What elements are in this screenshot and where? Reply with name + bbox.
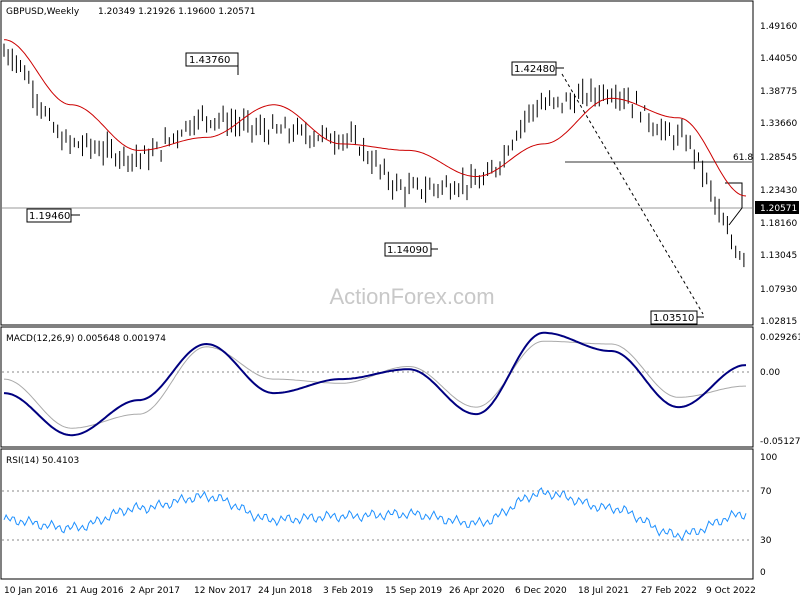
rsi-lines bbox=[3, 487, 747, 542]
price-tick-label: 1.18160 bbox=[760, 219, 797, 229]
annotation-1-42480: 1.42480 bbox=[511, 61, 564, 76]
rsi-tick-label: 100 bbox=[760, 453, 777, 463]
macd-lines bbox=[3, 331, 747, 437]
macd-main-line bbox=[3, 331, 747, 437]
x-tick-label: 21 Aug 2016 bbox=[66, 586, 124, 596]
price-tick-label: 1.33660 bbox=[760, 119, 797, 129]
x-tick-label: 27 Feb 2022 bbox=[641, 586, 697, 596]
annotation-1-14090: 1.14090 bbox=[384, 242, 438, 257]
rsi-panel-frame bbox=[0, 448, 754, 580]
annotation-label: 1.14090 bbox=[387, 245, 428, 256]
x-tick-label: 10 Jan 2016 bbox=[4, 586, 58, 596]
annotation-label: 1.03510 bbox=[653, 313, 694, 324]
macd-tick-label: 0.00 bbox=[760, 368, 780, 378]
annotation-1-43760: 1.43760 bbox=[185, 52, 239, 75]
price-ohlc-readout: 1.20349 1.21926 1.19600 1.20571 bbox=[98, 7, 255, 17]
macd-tick-label: 0.029261 bbox=[760, 333, 800, 343]
current-price-label: 1.20571 bbox=[760, 204, 797, 214]
annotation-label: 1.42480 bbox=[514, 64, 555, 75]
x-tick-label: 9 Oct 2022 bbox=[706, 586, 756, 596]
price-panel-title: GBPUSD,Weekly bbox=[6, 7, 80, 17]
price-tick-label: 1.28545 bbox=[760, 153, 797, 163]
rsi-line bbox=[3, 487, 747, 542]
trend-line-dashed bbox=[561, 73, 704, 315]
fib-61-8-label: 61.8 bbox=[733, 153, 753, 163]
x-tick-label: 24 Jun 2018 bbox=[258, 586, 312, 596]
rsi-tick-label: 30 bbox=[760, 536, 772, 546]
x-tick-label: 12 Nov 2017 bbox=[194, 586, 252, 596]
x-tick-label: 3 Feb 2019 bbox=[323, 586, 374, 596]
annotation-label: 1.19460 bbox=[29, 211, 70, 222]
x-tick-label: 2 Apr 2017 bbox=[130, 586, 180, 596]
price-panel-frame bbox=[0, 0, 754, 326]
rsi-y-axis: 100 70 30 0 bbox=[760, 453, 777, 578]
macd-panel-title: MACD(12,26,9) 0.005648 0.001974 bbox=[6, 334, 166, 344]
price-tick-label: 1.02815 bbox=[760, 317, 797, 327]
x-tick-label: 15 Sep 2019 bbox=[385, 586, 442, 596]
x-tick-label: 6 Dec 2020 bbox=[515, 586, 567, 596]
rsi-tick-label: 70 bbox=[760, 487, 772, 497]
moving-average-line bbox=[3, 39, 747, 197]
macd-tick-label: -0.051279 bbox=[760, 437, 800, 447]
price-tick-label: 1.38775 bbox=[760, 87, 797, 97]
rsi-tick-label: 0 bbox=[760, 568, 766, 578]
current-price-box bbox=[755, 201, 799, 214]
x-axis: 10 Jan 2016 21 Aug 2016 2 Apr 2017 12 No… bbox=[4, 586, 756, 596]
price-tick-label: 1.44050 bbox=[760, 54, 797, 64]
macd-y-axis: 0.029261 0.00 -0.051279 bbox=[760, 333, 800, 447]
macd-panel-frame bbox=[0, 326, 754, 448]
watermark-text: ActionForex.com bbox=[329, 284, 494, 309]
annotation-1-03510: 1.03510 bbox=[650, 310, 704, 325]
price-tick-label: 1.13045 bbox=[760, 251, 797, 261]
price-tick-label: 1.07930 bbox=[760, 285, 797, 295]
price-tick-label: 1.23430 bbox=[760, 186, 797, 196]
x-tick-label: 18 Jul 2021 bbox=[578, 586, 629, 596]
price-moving-average bbox=[3, 39, 747, 197]
rsi-panel-title: RSI(14) 50.4103 bbox=[6, 456, 79, 466]
x-tick-label: 26 Apr 2020 bbox=[449, 586, 505, 596]
annotation-label: 1.43760 bbox=[189, 55, 230, 66]
price-tick-label: 1.49160 bbox=[760, 22, 797, 32]
annotation-1-19460: 1.19460 bbox=[26, 208, 80, 223]
price-y-axis: 1.49160 1.44050 1.38775 1.33660 1.28545 … bbox=[755, 22, 799, 327]
